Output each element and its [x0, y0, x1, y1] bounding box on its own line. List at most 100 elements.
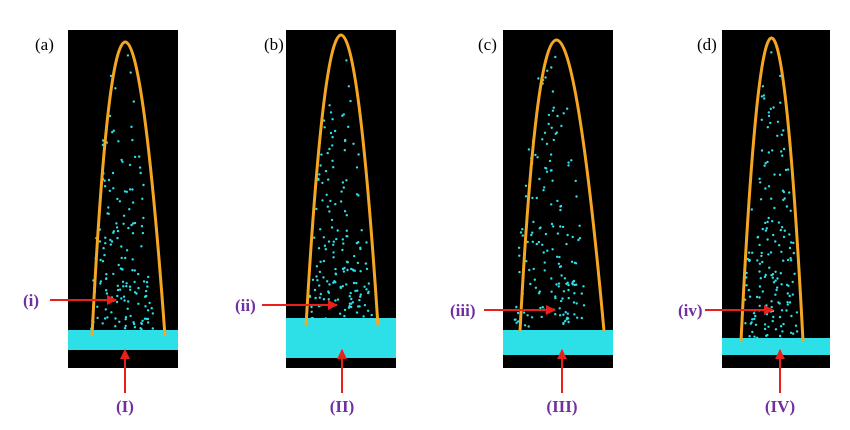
particle	[340, 190, 343, 193]
particle	[567, 164, 570, 167]
particle	[137, 272, 140, 276]
particle	[769, 107, 772, 111]
particle	[115, 332, 119, 335]
particle	[319, 260, 322, 263]
particle	[356, 289, 359, 292]
particle	[364, 262, 368, 265]
particle	[344, 138, 347, 142]
particle	[567, 317, 570, 320]
inner-label: (iii)	[450, 301, 476, 320]
particle	[107, 212, 110, 215]
particle	[115, 300, 119, 304]
particle	[345, 260, 349, 263]
particle	[788, 233, 791, 236]
particle	[793, 272, 796, 275]
particle	[764, 229, 768, 232]
panel-background	[722, 30, 830, 368]
particle	[104, 236, 107, 239]
particle	[551, 109, 555, 112]
panel: (c) (iii) (III)	[450, 30, 613, 416]
particle	[531, 240, 534, 243]
particle	[788, 191, 791, 194]
particle	[343, 266, 346, 270]
particle	[329, 131, 333, 135]
particle	[322, 119, 326, 122]
particle	[761, 85, 765, 88]
particle	[311, 316, 314, 320]
particle	[556, 199, 559, 203]
particle	[142, 280, 146, 283]
particle	[137, 302, 140, 305]
particle	[104, 308, 108, 311]
particle	[334, 299, 337, 302]
particle	[317, 247, 321, 250]
particle	[322, 236, 325, 239]
panel-label: (a)	[35, 35, 54, 54]
particle	[140, 321, 143, 325]
particle	[144, 289, 148, 293]
particle	[110, 240, 114, 243]
particle	[357, 194, 360, 197]
particle	[357, 153, 360, 156]
particle	[567, 288, 570, 292]
particle	[99, 282, 102, 285]
particle	[753, 317, 756, 321]
particle	[786, 292, 789, 295]
particle	[331, 135, 334, 139]
particle	[114, 325, 117, 328]
particle	[353, 254, 356, 258]
particle	[122, 222, 125, 225]
particle	[558, 314, 562, 317]
particle	[112, 230, 116, 233]
particle	[518, 254, 521, 257]
particle	[791, 280, 794, 284]
particle	[773, 206, 776, 210]
particle	[341, 322, 344, 325]
particle	[339, 286, 343, 290]
particle	[96, 305, 99, 308]
particle	[778, 244, 781, 247]
particle	[326, 319, 329, 323]
particle	[530, 233, 533, 237]
particle	[315, 275, 318, 278]
particle	[331, 144, 334, 147]
particle	[767, 216, 770, 220]
particle	[146, 285, 149, 288]
particle	[108, 114, 112, 118]
particle	[544, 76, 547, 79]
particle	[550, 203, 553, 206]
particle	[148, 301, 151, 305]
particle	[783, 229, 786, 232]
particle	[537, 240, 541, 244]
particle	[131, 232, 135, 235]
particle	[138, 166, 142, 169]
particle	[790, 314, 793, 318]
particle	[106, 316, 109, 319]
particle	[572, 301, 576, 304]
particle	[309, 322, 312, 325]
particle	[560, 124, 563, 128]
particle	[785, 205, 789, 208]
particle	[543, 131, 547, 134]
particle	[769, 121, 772, 125]
particle-layer	[68, 330, 178, 350]
particle	[562, 290, 566, 293]
particle	[116, 288, 120, 292]
particle	[518, 270, 521, 274]
particle	[140, 225, 144, 228]
particle	[782, 259, 785, 262]
particle	[345, 229, 348, 232]
particle	[582, 285, 585, 288]
particle	[138, 155, 141, 158]
particle	[760, 254, 763, 258]
particle	[115, 222, 118, 225]
particle	[577, 238, 580, 242]
particle	[117, 263, 120, 267]
base-label: (IV)	[765, 397, 795, 416]
particle	[751, 251, 754, 254]
particle	[786, 168, 790, 171]
arch-curve	[518, 38, 606, 332]
particle	[756, 259, 759, 262]
particle	[534, 286, 538, 289]
particle	[120, 297, 123, 300]
